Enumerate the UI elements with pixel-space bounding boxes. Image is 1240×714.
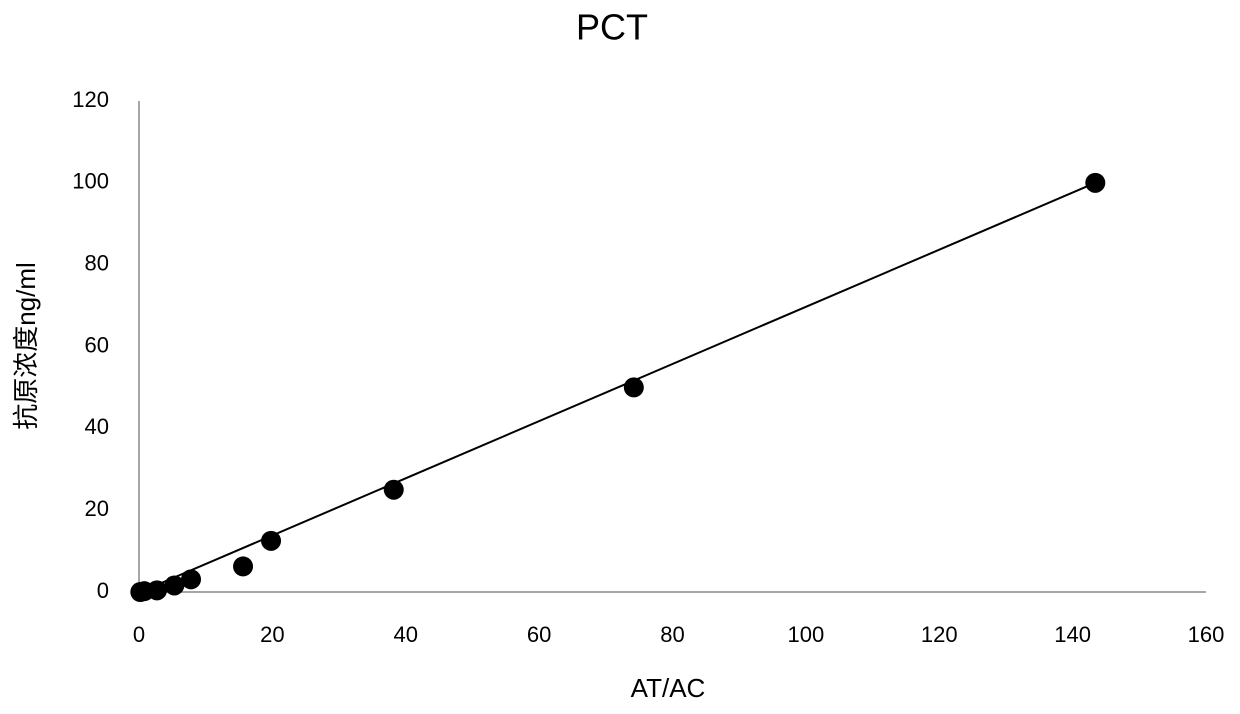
y-tick-label: 40 [85, 414, 109, 439]
y-tick-label: 100 [72, 169, 109, 194]
y-tick-label: 60 [85, 332, 109, 357]
x-tick-label: 120 [921, 622, 958, 647]
y-tick-label: 20 [85, 496, 109, 521]
x-tick-label: 100 [788, 622, 825, 647]
x-tick-label: 20 [260, 622, 284, 647]
x-tick-label: 140 [1054, 622, 1091, 647]
point [384, 480, 404, 500]
x-tick-label: 60 [527, 622, 551, 647]
x-tick-label: 160 [1188, 622, 1225, 647]
point [1085, 173, 1105, 193]
y-tick-label: 80 [85, 250, 109, 275]
point [233, 556, 253, 576]
point [261, 531, 281, 551]
x-tick-label: 40 [394, 622, 418, 647]
point [147, 580, 167, 600]
point [624, 377, 644, 397]
trendline [140, 183, 1095, 592]
y-axis-title: 抗原浓度ng/ml [11, 262, 41, 430]
x-axis-title: AT/AC [631, 673, 706, 703]
x-tick-label: 80 [660, 622, 684, 647]
chart-title: PCT [576, 7, 648, 48]
point [181, 569, 201, 589]
y-tick-label: 0 [97, 578, 109, 603]
y-tick-label: 120 [72, 87, 109, 112]
x-tick-label: 0 [133, 622, 145, 647]
